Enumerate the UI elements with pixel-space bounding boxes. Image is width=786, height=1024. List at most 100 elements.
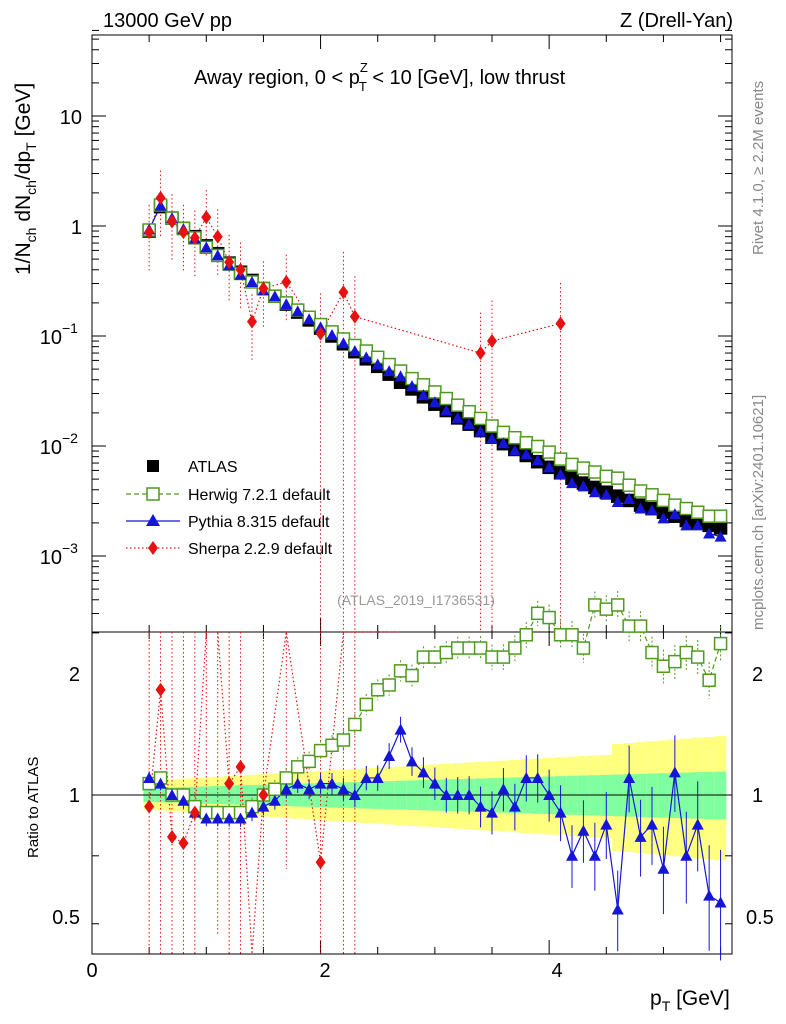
x-tick-label-2: 2	[319, 960, 330, 982]
pythia-point	[406, 380, 418, 392]
pythia-point	[531, 454, 544, 466]
pythia-point	[280, 298, 293, 310]
pythia-ratio-point	[268, 794, 281, 806]
pythia-ratio-point	[440, 789, 453, 800]
ratio-tick-label-2-right: 2	[752, 664, 763, 686]
pythia-ratio-point	[714, 896, 727, 908]
sherpa-point	[212, 229, 223, 244]
y-tick-1e-3-base: 10	[40, 547, 62, 569]
ratio-y-axis-label: Ratio to ATLAS	[25, 757, 42, 858]
pythia-point	[383, 365, 396, 377]
pythia-ratio-point	[166, 789, 178, 800]
y-tick-exp-1e-1: −1	[62, 320, 78, 336]
xlabel-sub: T	[662, 998, 671, 1014]
pythia-point	[703, 527, 716, 539]
herwig-ratio-point	[668, 654, 682, 669]
herwig-ratio-point	[542, 610, 556, 625]
mcplots-label: mcplots.cern.ch [arXiv:2401.10621]	[750, 395, 767, 630]
pythia-point	[417, 389, 430, 401]
pythia-point	[554, 468, 567, 480]
pythia-point	[588, 486, 601, 498]
pythia-ratio-point	[566, 849, 578, 861]
pythia-point	[451, 411, 464, 423]
legend-label-sherpa: Sherpa 2.2.9 default	[188, 541, 333, 558]
pythia-point	[303, 313, 316, 325]
pythia-ratio-point	[348, 789, 361, 800]
pythia-point	[611, 495, 624, 507]
herwig-ratio-point	[450, 641, 465, 655]
pythia-ratio-point	[588, 849, 601, 861]
pythia-point	[486, 432, 498, 444]
y-tick-label-1e-1: 10	[40, 327, 62, 349]
herwig-point	[508, 430, 522, 445]
sherpa-point	[189, 230, 200, 245]
herwig-point	[565, 457, 579, 472]
pythia-ratio-point	[646, 818, 658, 830]
herwig-ratio-point	[588, 598, 602, 612]
herwig-ratio-point	[393, 664, 408, 678]
plot-title-a: Away region, 0 < p	[194, 67, 360, 89]
herwig-point	[679, 501, 694, 516]
pythia-ratio-point	[223, 812, 236, 824]
herwig-point	[576, 461, 591, 475]
pythia-point	[360, 351, 373, 363]
pythia-point	[348, 345, 361, 357]
pythia-point	[463, 418, 476, 430]
pythia-point	[211, 249, 224, 261]
y-tick-label-10: 10	[60, 107, 82, 129]
herwig-ratio-point	[336, 733, 351, 747]
ylabel-b: dN	[12, 195, 35, 228]
pythia-point	[668, 508, 681, 520]
y-tick-label-1: 1	[71, 217, 82, 239]
pythia-point	[543, 461, 556, 473]
pythia-point	[337, 337, 350, 349]
pythia-ratio-point	[508, 800, 521, 812]
pythia-point	[326, 329, 338, 341]
herwig-ratio-point	[416, 650, 431, 664]
pythia-ratio-point	[554, 806, 567, 818]
pythia-ratio-point	[326, 777, 338, 789]
pythia-ratio-point	[531, 771, 544, 783]
sherpa-point	[201, 210, 212, 225]
pythia-ratio-point	[371, 771, 384, 783]
pythia-ratio-point	[246, 806, 258, 818]
pythia-point	[246, 275, 258, 287]
legend-marker-atlas	[147, 460, 159, 472]
herwig-ratio-point	[268, 782, 282, 797]
herwig-ratio-point	[405, 668, 419, 683]
sherpa-point	[349, 309, 360, 324]
herwig-ratio-point	[690, 650, 705, 664]
xlabel-p: p	[650, 987, 662, 1010]
sherpa-point	[178, 225, 189, 240]
herwig-point	[542, 445, 556, 459]
pythia-point	[371, 358, 384, 370]
pythia-ratio-point	[543, 789, 556, 800]
herwig-point	[439, 391, 454, 406]
pythia-ratio-point	[234, 812, 247, 824]
herwig-ratio-point	[290, 760, 305, 774]
herwig-point	[553, 452, 568, 466]
pythia-ratio-point	[600, 818, 613, 830]
herwig-ratio-point	[679, 645, 694, 660]
plot-title: Away region, 0 < pZ T < 10 [GeV], low thr…	[194, 60, 566, 94]
herwig-ratio-point	[610, 598, 625, 612]
herwig-point	[530, 439, 545, 454]
herwig-ratio-point	[656, 659, 671, 673]
herwig-ratio-point	[382, 678, 396, 692]
sherpa-ratio-point	[178, 836, 189, 851]
herwig-point	[656, 493, 671, 508]
pythia-ratio-point	[314, 777, 327, 789]
pythia-ratio-point	[177, 794, 190, 806]
ratio-tick-label-1: 1	[69, 785, 80, 807]
pythia-ratio-point	[691, 818, 704, 830]
sherpa-ratio-point	[235, 759, 246, 774]
herwig-point	[462, 404, 476, 419]
herwig-ratio-point	[302, 754, 316, 769]
pythia-ratio-point	[280, 783, 293, 795]
herwig-point	[690, 505, 705, 519]
pythia-ratio-point	[634, 830, 647, 842]
pythia-point	[440, 404, 453, 416]
pythia-point	[474, 425, 487, 437]
axis-ticks	[91, 29, 732, 954]
